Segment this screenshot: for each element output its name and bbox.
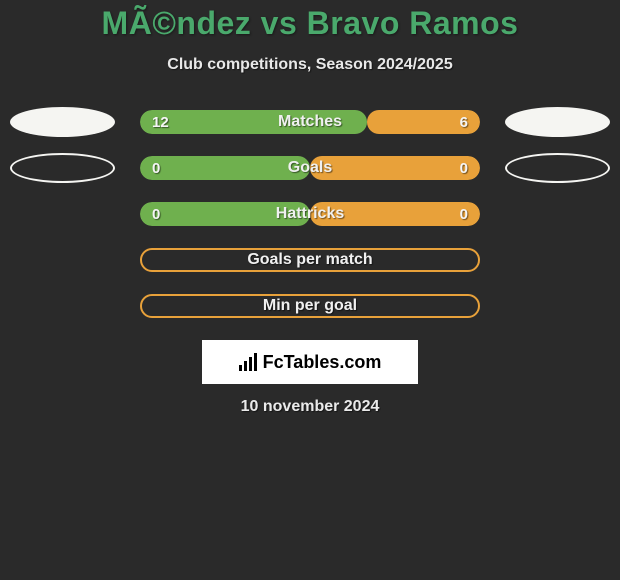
stat-value-right: 0 — [460, 206, 468, 223]
stat-bar: Min per goal — [140, 294, 480, 318]
page-title: MÃ©ndez vs Bravo Ramos — [0, 5, 620, 42]
stat-label: Goals per match — [247, 251, 372, 269]
stat-bar: 0 Goals 0 — [140, 156, 480, 180]
stat-value-left: 12 — [152, 114, 169, 131]
stat-label: Hattricks — [276, 205, 344, 223]
date-text: 10 november 2024 — [0, 398, 620, 416]
stat-value-right: 6 — [460, 114, 468, 131]
comparison-rows: 12 Matches 6 0 Goals 0 0 Hattricks 0 Goals per ma… — [0, 110, 620, 318]
comparison-row: 12 Matches 6 — [0, 110, 620, 134]
stat-bar: Goals per match — [140, 248, 480, 272]
stat-value-right: 0 — [460, 160, 468, 177]
player-left-marker — [10, 153, 115, 183]
player-left-marker — [10, 107, 115, 137]
stat-bar: 0 Hattricks 0 — [140, 202, 480, 226]
comparison-row: 0 Hattricks 0 — [0, 202, 620, 226]
player-right-marker — [505, 153, 610, 183]
logo-bars-icon — [239, 353, 257, 371]
logo-box: FcTables.com — [202, 340, 418, 384]
stat-value-left: 0 — [152, 160, 160, 177]
comparison-infographic: MÃ©ndez vs Bravo Ramos Club competitions… — [0, 0, 620, 416]
stat-label: Min per goal — [263, 297, 357, 315]
logo-label: FcTables.com — [263, 352, 382, 373]
comparison-row: 0 Goals 0 — [0, 156, 620, 180]
comparison-row: Goals per match — [0, 248, 620, 272]
stat-bar: 12 Matches 6 — [140, 110, 480, 134]
bar-segment-right — [310, 156, 480, 180]
page-subtitle: Club competitions, Season 2024/2025 — [0, 56, 620, 74]
player-right-marker — [505, 107, 610, 137]
stat-label: Matches — [278, 113, 342, 131]
bar-segment-left — [140, 156, 310, 180]
stat-label: Goals — [288, 159, 332, 177]
comparison-row: Min per goal — [0, 294, 620, 318]
stat-value-left: 0 — [152, 206, 160, 223]
fctables-logo: FcTables.com — [239, 352, 382, 373]
